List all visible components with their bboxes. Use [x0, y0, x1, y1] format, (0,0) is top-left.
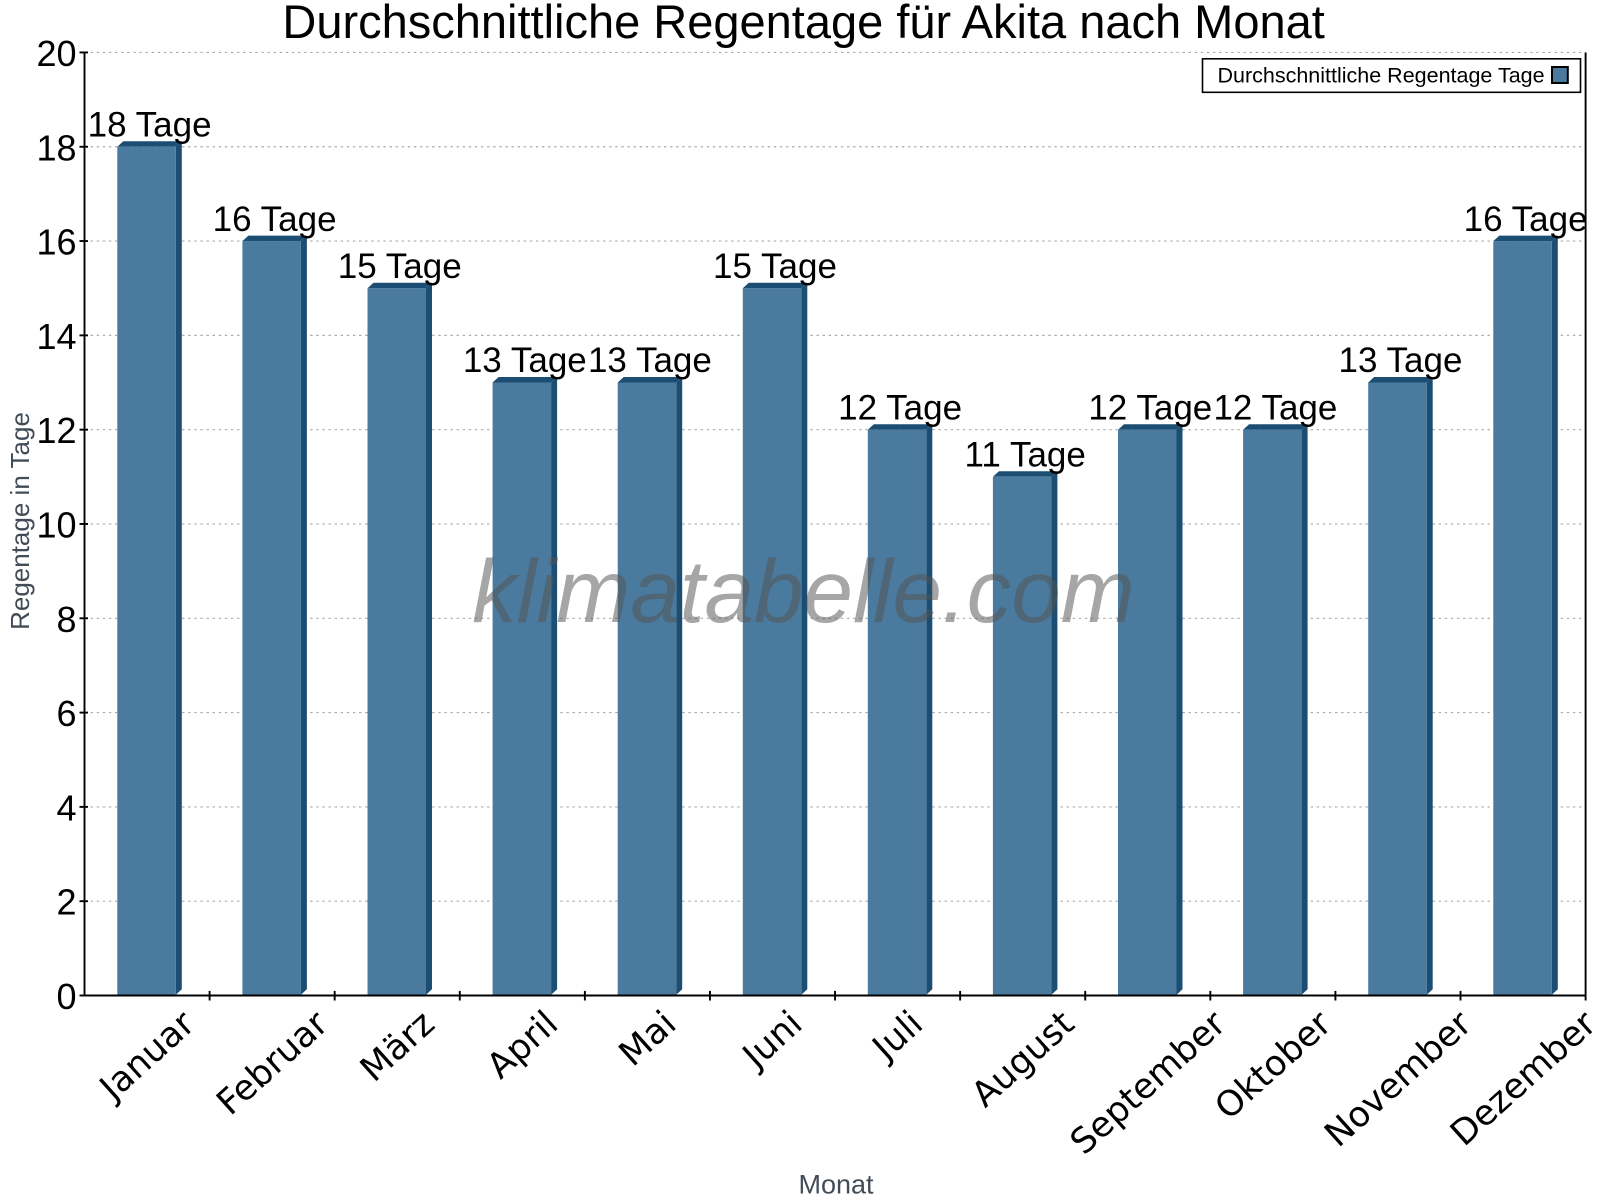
- svg-text:18: 18: [36, 127, 76, 168]
- svg-text:12 Tage: 12 Tage: [1213, 388, 1337, 427]
- svg-text:16: 16: [36, 222, 76, 263]
- svg-text:13 Tage: 13 Tage: [1339, 341, 1463, 380]
- svg-text:13 Tage: 13 Tage: [463, 341, 587, 380]
- svg-text:2: 2: [56, 882, 76, 923]
- svg-text:16 Tage: 16 Tage: [1464, 200, 1588, 239]
- svg-text:Regentage in Tage: Regentage in Tage: [5, 412, 35, 630]
- svg-text:12 Tage: 12 Tage: [1088, 388, 1212, 427]
- svg-text:14: 14: [36, 316, 76, 357]
- svg-text:12: 12: [36, 410, 76, 451]
- svg-text:Durchschnittliche Regentage Ta: Durchschnittliche Regentage Tage: [1218, 64, 1545, 88]
- svg-text:12 Tage: 12 Tage: [838, 388, 962, 427]
- svg-text:13 Tage: 13 Tage: [588, 341, 712, 380]
- svg-text:8: 8: [56, 599, 76, 640]
- svg-text:Durchschnittliche Regentage fü: Durchschnittliche Regentage für Akita na…: [282, 0, 1324, 48]
- svg-text:0: 0: [56, 976, 76, 1017]
- svg-text:15 Tage: 15 Tage: [338, 247, 462, 286]
- svg-text:4: 4: [56, 787, 76, 828]
- svg-text:18 Tage: 18 Tage: [88, 106, 212, 145]
- svg-text:15 Tage: 15 Tage: [713, 247, 837, 286]
- svg-text:klimatabelle.com: klimatabelle.com: [472, 541, 1135, 641]
- svg-text:11 Tage: 11 Tage: [965, 436, 1086, 475]
- svg-text:6: 6: [56, 693, 76, 734]
- svg-text:10: 10: [36, 504, 76, 545]
- svg-text:20: 20: [36, 33, 76, 74]
- svg-text:Monat: Monat: [798, 1169, 874, 1199]
- svg-text:16 Tage: 16 Tage: [213, 200, 337, 239]
